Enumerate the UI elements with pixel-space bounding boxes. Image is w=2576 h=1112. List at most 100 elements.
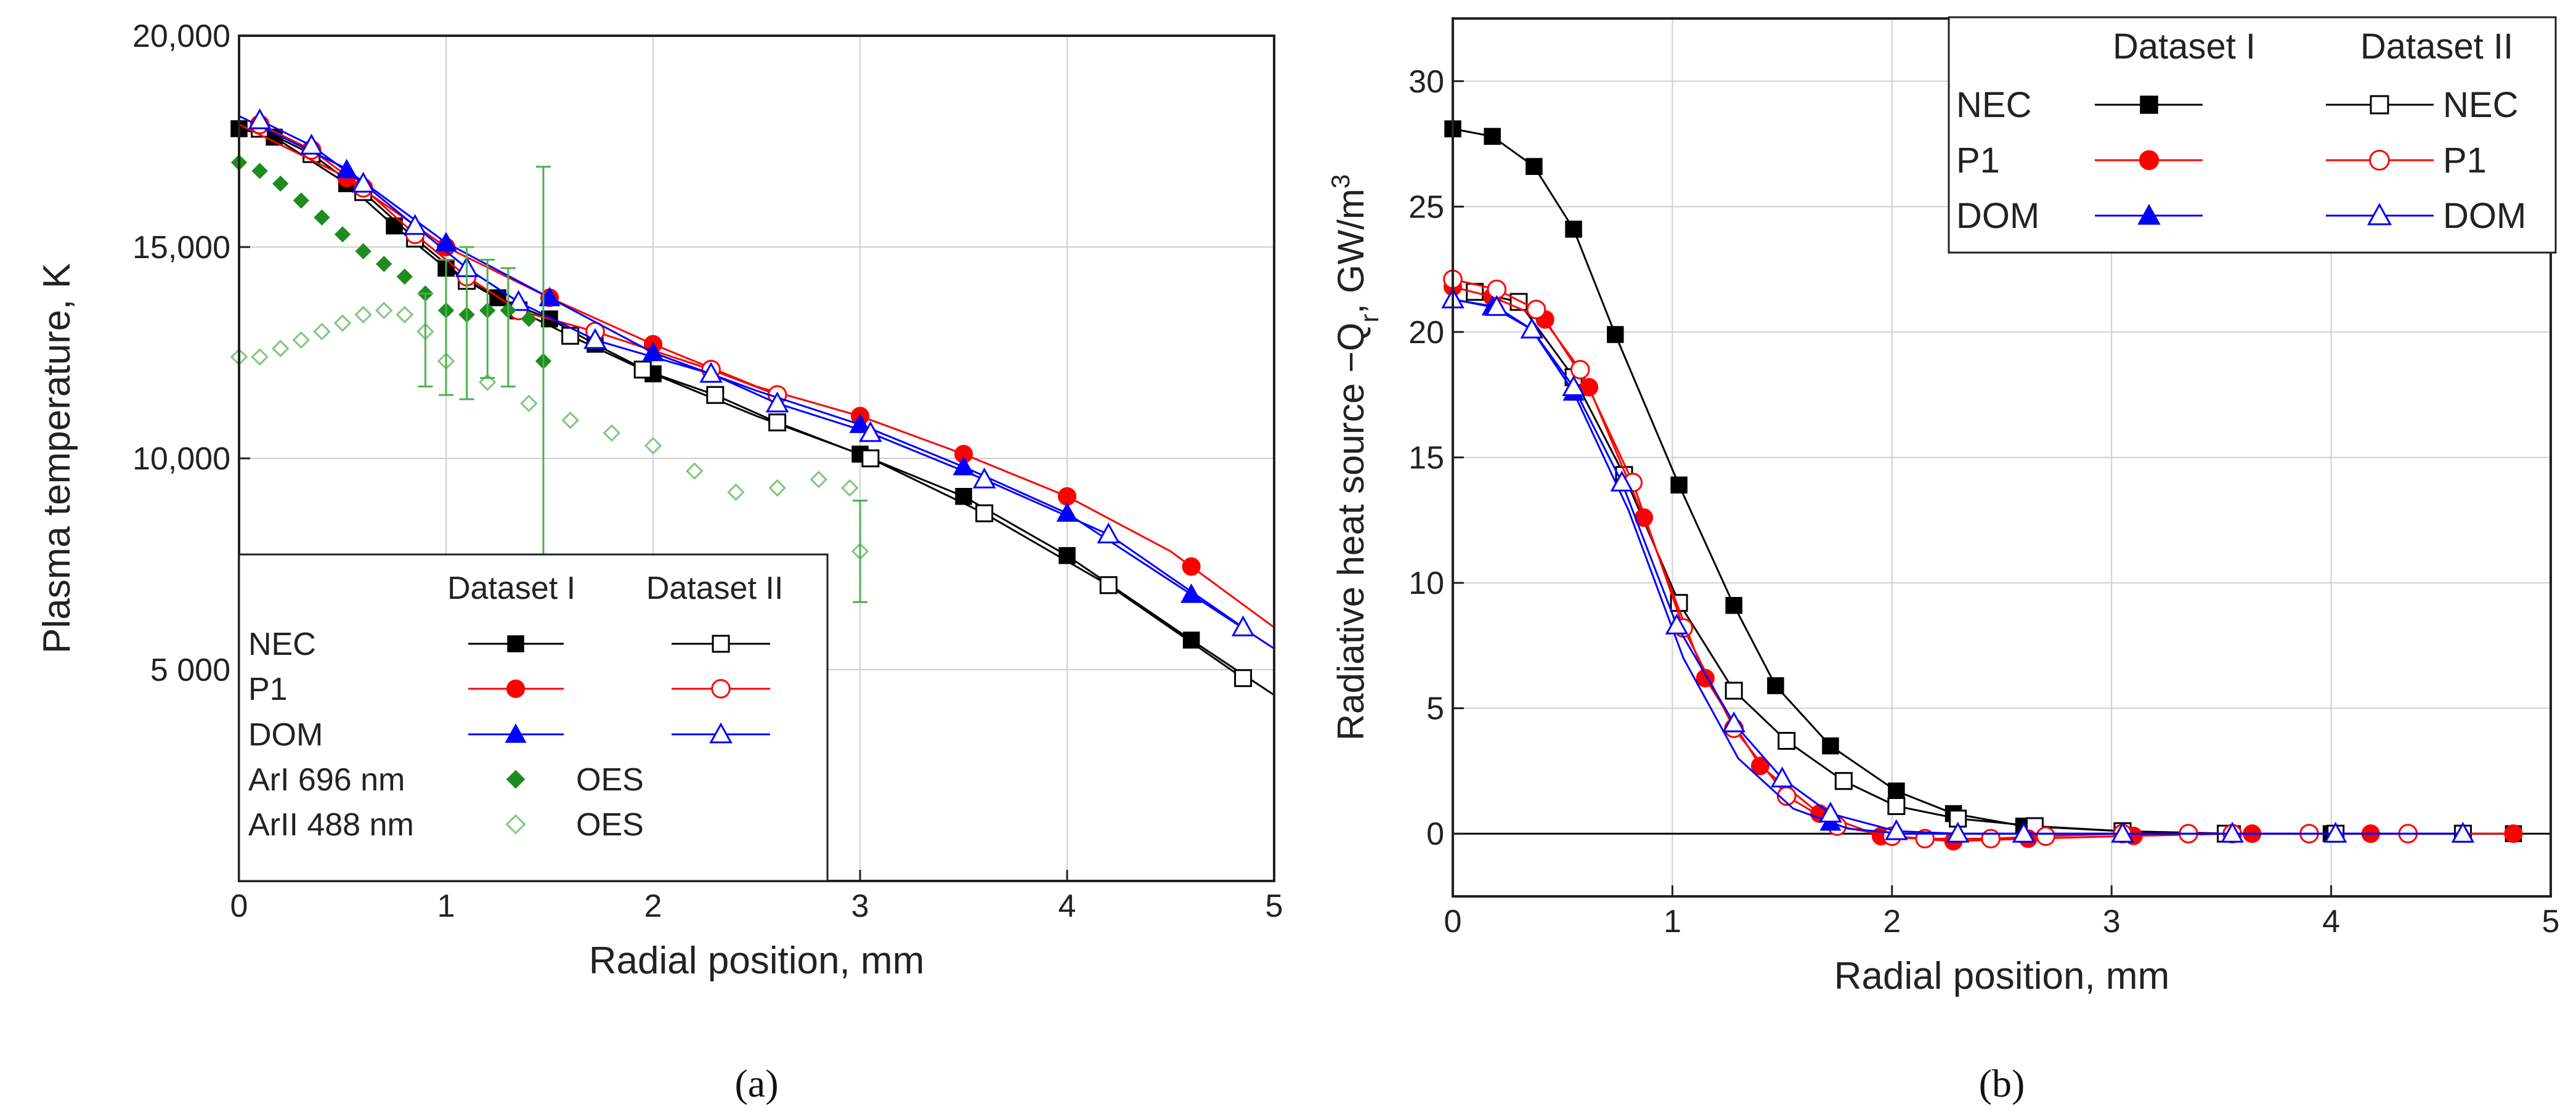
data-point (765, 391, 789, 413)
series-line (1452, 298, 2463, 835)
data-point (644, 437, 662, 455)
legend-marker (711, 679, 731, 699)
data-point (727, 483, 745, 501)
data-point (1056, 502, 1078, 522)
y-axis-title-part: Radiative heat source −Q (1330, 322, 1371, 741)
legend-marker (506, 679, 526, 699)
data-point (351, 171, 375, 193)
legend-marker (505, 814, 526, 835)
x-tick-label: 0 (1444, 904, 1462, 940)
data-point (538, 286, 561, 307)
data-point (2504, 824, 2523, 843)
data-point (1099, 576, 1118, 595)
data-point (953, 455, 975, 476)
data-point (1665, 613, 1689, 635)
data-point (354, 306, 372, 323)
data-point (1485, 294, 1509, 316)
data-point (1526, 299, 1546, 320)
series-2 (238, 123, 1275, 628)
data-point (1180, 583, 1203, 603)
series-1 (1466, 283, 2472, 843)
data-point (1722, 711, 1745, 733)
legend-oes-label: OES (576, 807, 644, 843)
series-line (238, 123, 1275, 628)
data-point (2220, 821, 2245, 843)
axis-ticks: 0 1 2 3 4 5 5 000 10,000 15,000 20,000 (132, 18, 1283, 924)
x-tick-label: 4 (2322, 904, 2340, 940)
legend-header-dataset-1: Dataset I (447, 570, 575, 606)
x-tick-label: 5 (2542, 904, 2560, 940)
series-line (239, 163, 543, 361)
data-point (685, 462, 704, 480)
data-point (355, 243, 372, 260)
y-tick-label: 30 (1408, 64, 1444, 100)
x-tick-label: 1 (437, 888, 455, 924)
data-point (1570, 360, 1590, 379)
data-point (840, 479, 859, 497)
y-axis-title: Radiative heat source −Qr, GW/m3 (1326, 174, 1384, 741)
data-point (375, 301, 393, 320)
legend-oes-label: OES (576, 762, 644, 798)
y-tick-label: 10 (1408, 566, 1444, 601)
series-line (1474, 291, 2463, 835)
panel-label: (b) (1979, 1061, 2025, 1105)
data-point (706, 386, 725, 404)
data-point (506, 290, 530, 311)
data-point (396, 268, 413, 285)
x-tick-label: 0 (230, 888, 248, 924)
chart-panel-b: 0 1 2 3 4 5 0 5 10 15 20 25 30 Radial position, mm Rad… (1326, 16, 2559, 1105)
data-point (1231, 615, 1255, 636)
legend-row-label: DOM (248, 717, 323, 753)
data-point (861, 449, 880, 468)
data-point (1888, 782, 1905, 800)
y-tick-label: 0 (1426, 816, 1444, 852)
legend-marker (505, 723, 527, 743)
data-point (1606, 326, 1624, 343)
data-point (1887, 797, 1906, 815)
data-point (521, 310, 537, 327)
data-point (403, 214, 427, 235)
legend-marker (2139, 150, 2160, 171)
data-point (1097, 522, 1120, 543)
data-point (768, 479, 786, 497)
data-point (859, 421, 882, 442)
data-point (251, 348, 269, 366)
data-point (2012, 821, 2036, 843)
data-point (1767, 677, 1784, 694)
y-axis-title-part: r (1355, 314, 1384, 322)
legend-marker (2370, 95, 2389, 115)
data-point (1946, 821, 1970, 843)
legend-marker (2137, 203, 2161, 225)
data-point (1770, 766, 1794, 788)
data-point (396, 306, 414, 323)
data-point (1725, 596, 1742, 614)
data-point (699, 362, 723, 383)
data-point (603, 424, 621, 442)
legend-marker (2140, 95, 2158, 114)
data-point (248, 108, 272, 129)
y-tick-label: 10,000 (132, 441, 230, 477)
y-tick-label: 20,000 (132, 18, 230, 54)
y-tick-label: 5 (1426, 691, 1444, 727)
y-tick-label: 15,000 (132, 230, 230, 266)
data-point (972, 467, 996, 489)
x-tick-label: 2 (644, 888, 662, 924)
legend-header-dataset-1: Dataset I (2113, 26, 2256, 67)
y-axis-title: Plasma temperature, K (36, 263, 78, 654)
data-point (376, 256, 392, 272)
legend-row-label-right: DOM (2443, 196, 2526, 236)
axis-ticks: 0 1 2 3 4 5 0 5 10 15 20 25 30 (1408, 64, 2559, 940)
legend-marker (712, 635, 730, 653)
y-tick-label: 15 (1408, 440, 1444, 476)
x-tick-label: 3 (851, 888, 869, 924)
series-4 (1442, 288, 2463, 835)
legend-row-label: DOM (1956, 196, 2039, 236)
legend: Dataset I Dataset II NEC NEC P1 P1 DOM DOM (1948, 16, 2557, 254)
data-point (768, 413, 787, 432)
data-point (1565, 221, 1582, 238)
data-point (1484, 128, 1501, 145)
x-tick-label: 5 (1266, 888, 1283, 924)
legend-marker (506, 769, 526, 789)
y-tick-label: 25 (1408, 189, 1444, 225)
legend-marker (2367, 203, 2392, 225)
